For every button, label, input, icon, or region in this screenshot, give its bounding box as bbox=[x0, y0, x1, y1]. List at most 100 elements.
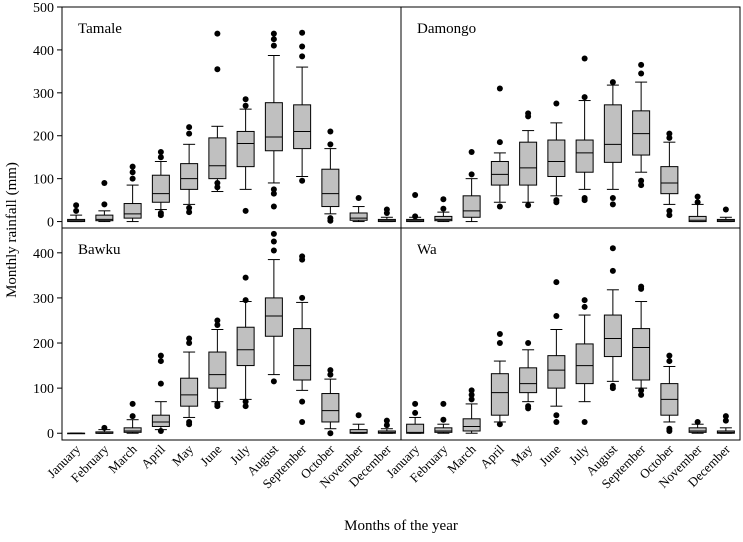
month-label: April bbox=[477, 441, 507, 471]
box-january bbox=[67, 202, 86, 223]
outlier-point bbox=[581, 194, 588, 201]
outlier-point bbox=[666, 130, 673, 137]
outlier-point bbox=[73, 207, 80, 214]
outlier-point bbox=[553, 100, 560, 107]
box-iqr bbox=[490, 160, 509, 186]
box-iqr bbox=[462, 195, 481, 218]
box-iqr bbox=[95, 214, 114, 222]
outlier-point bbox=[327, 128, 334, 135]
outlier-point bbox=[101, 424, 108, 431]
box-iqr bbox=[490, 373, 509, 416]
outlier-point bbox=[496, 421, 503, 428]
y-tick-label: 400 bbox=[33, 44, 54, 59]
box-iqr bbox=[151, 414, 170, 427]
box-iqr bbox=[547, 355, 566, 389]
outlier-point bbox=[270, 42, 277, 49]
outlier-point bbox=[722, 413, 729, 420]
outlier-point bbox=[299, 294, 306, 301]
outlier-point bbox=[440, 400, 447, 407]
outlier-point bbox=[242, 102, 249, 109]
box-iqr bbox=[264, 102, 283, 152]
outlier-point bbox=[242, 274, 249, 281]
month-label: June bbox=[197, 441, 225, 469]
box-iqr bbox=[264, 297, 283, 337]
box-september bbox=[293, 253, 312, 425]
y-tick-label: 500 bbox=[33, 1, 54, 16]
outlier-point bbox=[412, 400, 419, 407]
box-iqr bbox=[434, 215, 453, 222]
outlier-point bbox=[468, 171, 475, 178]
box-january bbox=[406, 191, 425, 223]
outlier-point bbox=[186, 204, 193, 211]
box-iqr bbox=[349, 429, 368, 434]
box-iqr bbox=[208, 137, 227, 180]
panel-damongo: Damongo bbox=[406, 21, 735, 223]
outlier-point bbox=[214, 179, 221, 186]
outlier-point bbox=[412, 409, 419, 416]
box-january bbox=[67, 432, 86, 435]
box-june bbox=[547, 100, 566, 206]
box-june bbox=[208, 317, 227, 410]
outlier-point bbox=[638, 283, 645, 290]
outlier-point bbox=[157, 149, 164, 156]
outlier-point bbox=[157, 427, 164, 434]
box-iqr bbox=[632, 110, 651, 156]
box-february bbox=[95, 179, 114, 223]
box-april bbox=[151, 149, 170, 219]
outlier-point bbox=[525, 403, 532, 410]
box-july bbox=[236, 96, 255, 214]
outlier-point bbox=[270, 378, 277, 385]
outlier-point bbox=[666, 212, 673, 219]
x-axis-label: Months of the year bbox=[344, 518, 458, 534]
outlier-point bbox=[609, 79, 616, 86]
chart-frame bbox=[61, 6, 741, 441]
outlier-point bbox=[722, 206, 729, 213]
y-tick-label: 300 bbox=[33, 292, 54, 307]
outlier-point bbox=[327, 371, 334, 378]
outlier-point bbox=[609, 245, 616, 252]
box-may bbox=[519, 110, 538, 209]
box-iqr bbox=[293, 328, 312, 381]
box-april bbox=[490, 331, 509, 428]
outlier-point bbox=[722, 417, 729, 424]
outlier-point bbox=[581, 55, 588, 62]
panel-title: Tamale bbox=[78, 21, 122, 37]
outlier-point bbox=[186, 130, 193, 137]
box-september bbox=[632, 283, 651, 398]
outlier-point bbox=[157, 352, 164, 359]
outlier-point bbox=[214, 400, 221, 407]
box-may bbox=[519, 340, 538, 412]
outlier-point bbox=[355, 412, 362, 419]
outlier-point bbox=[525, 110, 532, 117]
box-december bbox=[377, 206, 396, 223]
outlier-point bbox=[609, 194, 616, 201]
outlier-point bbox=[214, 184, 221, 191]
box-iqr bbox=[632, 328, 651, 381]
outlier-point bbox=[383, 417, 390, 424]
box-iqr bbox=[321, 393, 340, 423]
month-label: May bbox=[169, 441, 197, 469]
outlier-point bbox=[666, 358, 673, 365]
outlier-point bbox=[270, 230, 277, 237]
outlier-point bbox=[609, 267, 616, 274]
outlier-point bbox=[186, 209, 193, 216]
outlier-point bbox=[242, 297, 249, 304]
box-november bbox=[349, 412, 368, 434]
box-iqr bbox=[575, 343, 594, 385]
box-iqr bbox=[349, 212, 368, 221]
box-april bbox=[490, 85, 509, 210]
box-october bbox=[660, 130, 679, 219]
box-iqr bbox=[180, 163, 199, 190]
box-august bbox=[603, 245, 622, 392]
box-september bbox=[293, 29, 312, 184]
outlier-point bbox=[638, 61, 645, 68]
outlier-point bbox=[186, 124, 193, 131]
box-february bbox=[434, 400, 453, 434]
y-tick-label: 0 bbox=[47, 216, 54, 231]
box-iqr bbox=[236, 130, 255, 168]
outlier-point bbox=[581, 303, 588, 310]
outlier-point bbox=[270, 238, 277, 245]
outlier-point bbox=[186, 335, 193, 342]
box-iqr bbox=[547, 139, 566, 178]
outlier-point bbox=[270, 36, 277, 43]
